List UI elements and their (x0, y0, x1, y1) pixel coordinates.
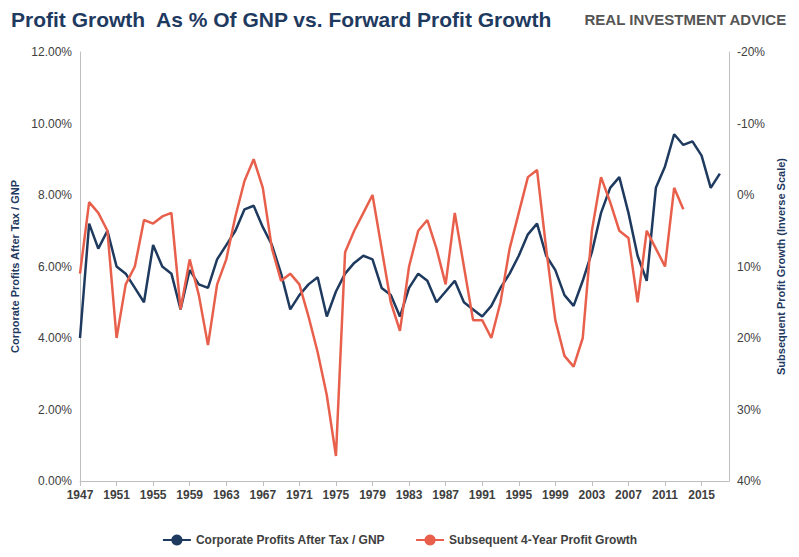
svg-text:1959: 1959 (176, 488, 203, 502)
svg-text:1995: 1995 (505, 488, 532, 502)
svg-text:40%: 40% (737, 474, 761, 488)
svg-text:4.00%: 4.00% (38, 331, 72, 345)
svg-text:1971: 1971 (286, 488, 313, 502)
svg-text:1987: 1987 (432, 488, 459, 502)
svg-text:2003: 2003 (579, 488, 606, 502)
svg-text:-10%: -10% (737, 117, 765, 131)
svg-text:1999: 1999 (542, 488, 569, 502)
svg-text:Subsequent 4-Year Profit Growt: Subsequent 4-Year Profit Growth (449, 533, 637, 547)
svg-text:1975: 1975 (323, 488, 350, 502)
svg-text:1979: 1979 (359, 488, 386, 502)
svg-text:Subsequent Profit Growth (Inve: Subsequent Profit Growth (Inverse Scale) (775, 158, 787, 375)
svg-text:1947: 1947 (67, 488, 94, 502)
svg-text:20%: 20% (737, 331, 761, 345)
svg-text:1983: 1983 (396, 488, 423, 502)
svg-text:6.00%: 6.00% (38, 260, 72, 274)
svg-text:1967: 1967 (249, 488, 276, 502)
svg-text:8.00%: 8.00% (38, 188, 72, 202)
svg-text:10%: 10% (737, 260, 761, 274)
svg-text:1991: 1991 (469, 488, 496, 502)
svg-text:2015: 2015 (688, 488, 715, 502)
svg-text:30%: 30% (737, 403, 761, 417)
svg-text:Corporate Profits After Tax /: Corporate Profits After Tax / GNP (9, 180, 21, 353)
svg-text:1951: 1951 (103, 488, 130, 502)
svg-text:2007: 2007 (615, 488, 642, 502)
svg-text:12.00%: 12.00% (31, 45, 72, 59)
svg-text:1955: 1955 (140, 488, 167, 502)
svg-text:1963: 1963 (213, 488, 240, 502)
svg-text:Profit Growth As % Of GNP vs.: Profit Growth As % Of GNP vs. Forward Pr… (11, 8, 551, 31)
svg-text:2.00%: 2.00% (38, 403, 72, 417)
svg-text:-20%: -20% (737, 45, 765, 59)
svg-text:10.00%: 10.00% (31, 117, 72, 131)
svg-text:Corporate Profits After Tax /: Corporate Profits After Tax / GNP (196, 533, 385, 547)
svg-text:2011: 2011 (652, 488, 678, 502)
svg-text:REAL INVESTMENT ADVICE: REAL INVESTMENT ADVICE (584, 11, 786, 28)
svg-text:0%: 0% (737, 188, 755, 202)
svg-text:0.00%: 0.00% (38, 474, 72, 488)
